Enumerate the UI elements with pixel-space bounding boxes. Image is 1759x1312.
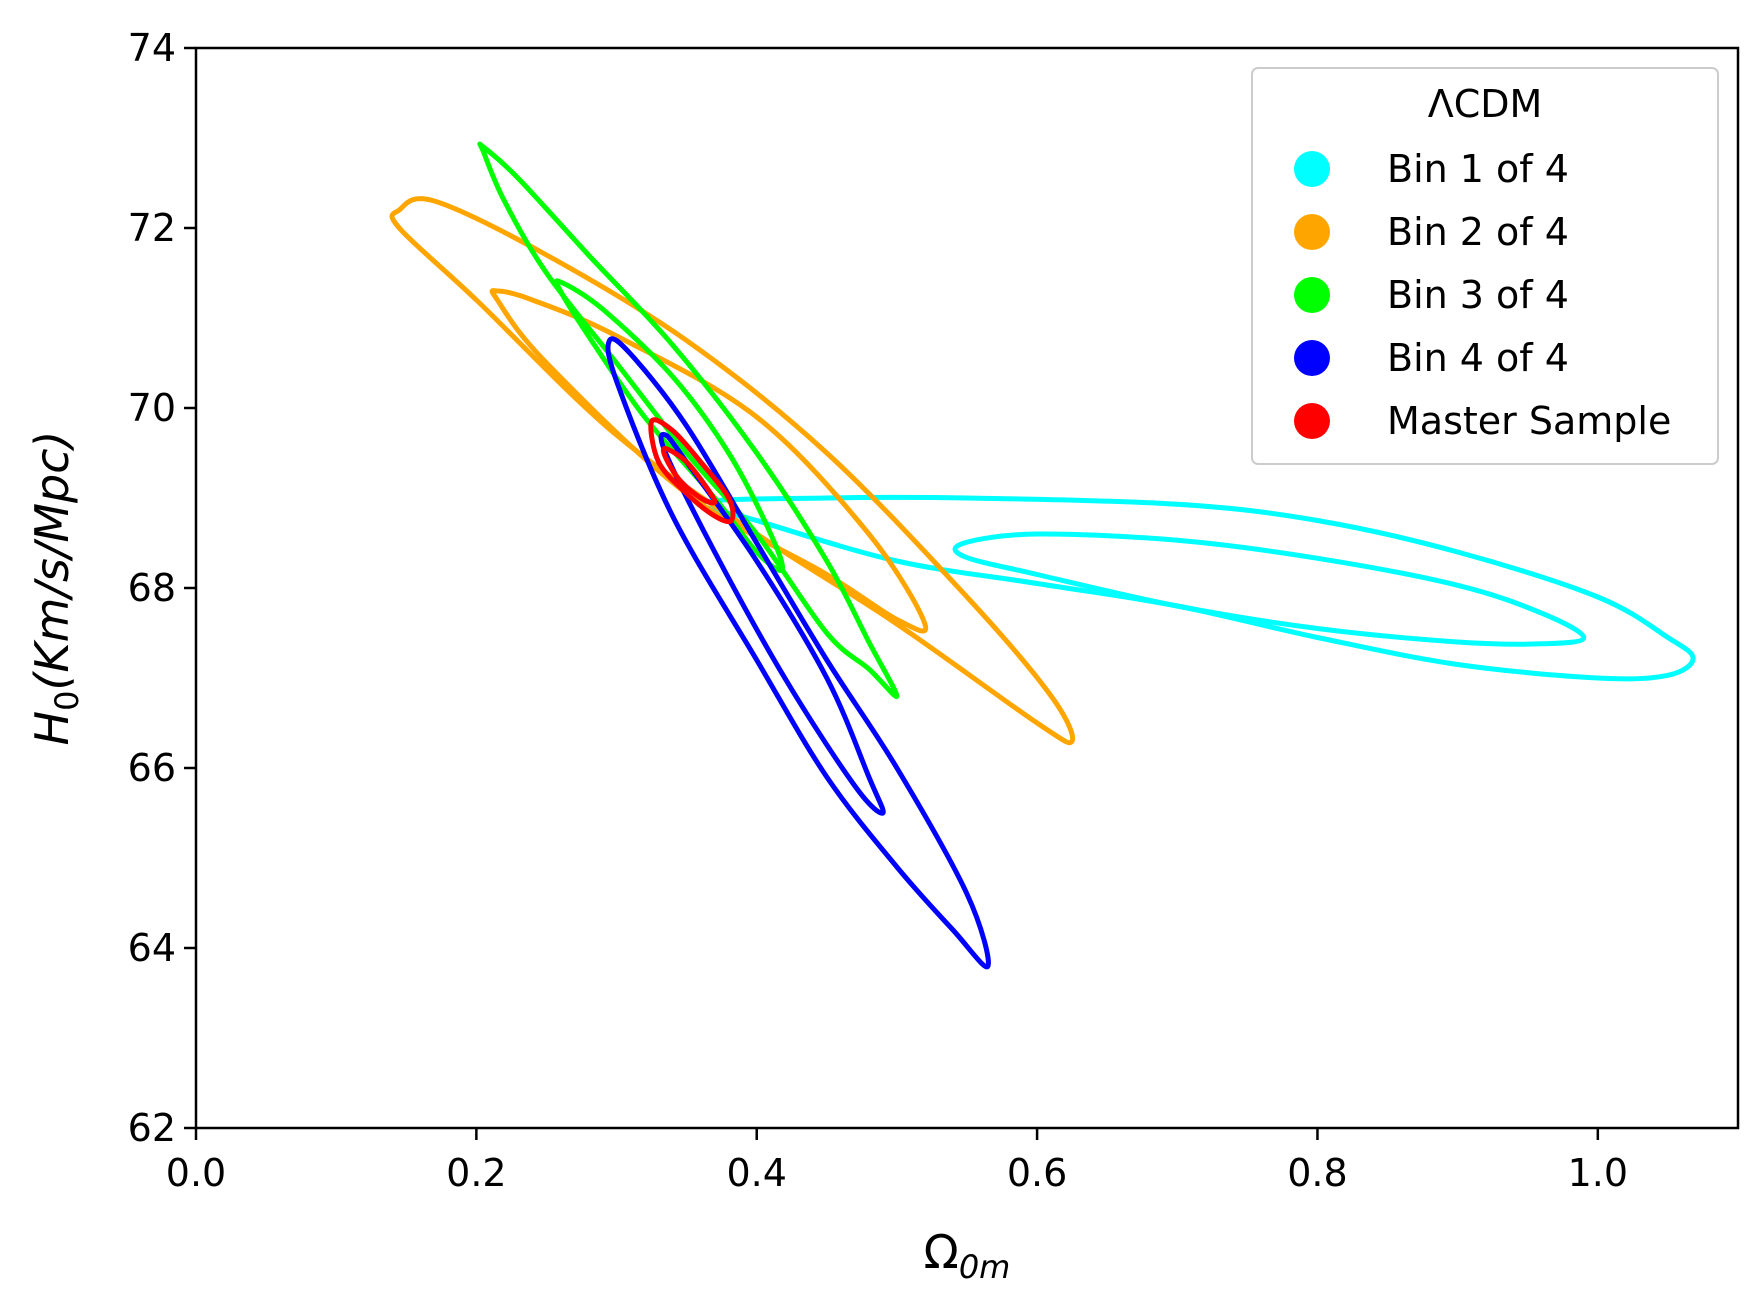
y-axis-label-subscript: 0 [48, 691, 86, 711]
legend-marker [1294, 277, 1330, 313]
y-axis-label-symbol: H [25, 711, 79, 746]
y-tick-label: 66 [128, 746, 176, 790]
contour-series-2-level-1 [489, 288, 929, 634]
x-tick-label: 0.8 [1287, 1151, 1347, 1195]
x-tick-label: 0.6 [1007, 1151, 1067, 1195]
x-axis-label-symbol: Ω [924, 1225, 959, 1279]
y-tick-label: 68 [128, 566, 176, 610]
legend-label: Master Sample [1387, 399, 1671, 443]
contour-series-5-level-1 [660, 445, 718, 506]
contour-series-layer [389, 141, 1696, 970]
y-tick-label: 70 [128, 386, 176, 430]
x-axis-label: Ω0m [924, 1225, 1011, 1286]
contour-series-1-level-2 [696, 494, 1696, 682]
contour-series-1-level-1 [952, 531, 1587, 647]
x-tick-label: 0.0 [166, 1151, 226, 1195]
x-tick-label: 1.0 [1568, 1151, 1628, 1195]
x-axis-label-subscript: 0m [959, 1248, 1011, 1286]
x-axis: 0.0 0.2 0.4 0.6 0.8 1.0 [166, 1128, 1628, 1195]
legend-marker [1294, 214, 1330, 250]
legend-label: Bin 2 of 4 [1387, 210, 1569, 254]
y-tick-label: 74 [128, 26, 176, 70]
y-axis-label: H0(Km/s/Mpc) [25, 431, 86, 746]
legend-marker [1294, 340, 1330, 376]
contour-series-5-level-2 [648, 417, 736, 525]
y-axis: 62 64 66 68 70 72 74 [128, 26, 196, 1150]
x-tick-label: 0.4 [727, 1151, 787, 1195]
legend-label: Bin 4 of 4 [1387, 336, 1569, 380]
legend-entries: Bin 1 of 4 Bin 2 of 4 Bin 3 of 4 Bin 4 of 4… [1294, 147, 1671, 443]
contour-series-4-level-1 [658, 431, 886, 816]
legend-marker [1294, 403, 1330, 439]
legend-label: Bin 3 of 4 [1387, 273, 1569, 317]
contour-series-3-level-2 [477, 141, 900, 700]
legend-box [1251, 67, 1719, 465]
y-tick-label: 62 [128, 1106, 176, 1150]
y-axis-label-units: (Km/s/Mpc) [25, 431, 79, 691]
legend: ΛCDM Bin 1 of 4 Bin 2 of 4 Bin 3 of 4 Bin 4… [1251, 67, 1719, 465]
legend-label: Bin 1 of 4 [1387, 147, 1569, 191]
contour-series-2-level-2 [389, 196, 1076, 746]
legend-marker [1294, 151, 1330, 187]
legend-title: ΛCDM [1428, 82, 1543, 126]
y-tick-label: 64 [128, 926, 176, 970]
x-tick-label: 0.2 [446, 1151, 506, 1195]
y-tick-label: 72 [128, 206, 176, 250]
